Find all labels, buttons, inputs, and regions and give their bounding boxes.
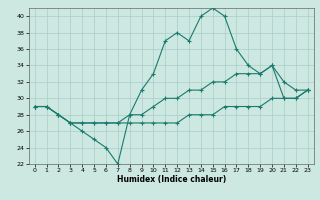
X-axis label: Humidex (Indice chaleur): Humidex (Indice chaleur) — [116, 175, 226, 184]
